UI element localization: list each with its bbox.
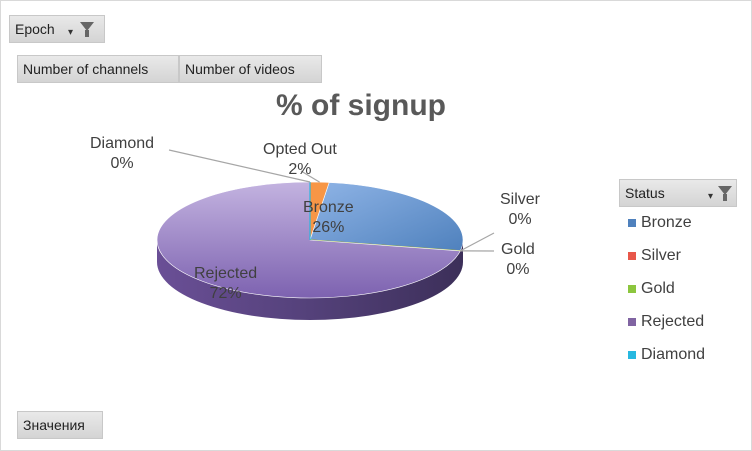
leader-line-silver [460, 232, 495, 252]
chevron-down-icon: ▾ [68, 27, 74, 38]
value-field-channels[interactable]: Number of channels [17, 55, 179, 83]
value-field-label: Number of videos [185, 61, 295, 77]
legend-swatch [628, 252, 636, 260]
values-field-button[interactable]: Значения [17, 411, 103, 439]
slice-label-gold: Gold 0% [501, 241, 535, 278]
slice-label-opted-out: Opted Out 2% [263, 141, 337, 178]
legend: Status ▾ Bronze Silver Gold Rejected Dia… [619, 179, 737, 379]
legend-item-label: Diamond [641, 346, 706, 363]
pie-side-wall [157, 240, 463, 320]
epoch-filter-button[interactable]: Epoch ▾ [9, 15, 105, 43]
chart-title: % of signup [276, 89, 446, 122]
leader-line-diamond [168, 149, 311, 183]
value-field-videos[interactable]: Number of videos [179, 55, 322, 83]
legend-swatch [628, 285, 636, 293]
legend-item-label: Gold [641, 280, 675, 297]
slice-label-rejected: Rejected 72% [194, 265, 258, 302]
legend-item-label: Silver [641, 247, 682, 264]
value-field-label: Number of channels [23, 61, 149, 77]
leader-line-opted-out [300, 170, 320, 183]
filter-icon [80, 22, 94, 31]
filter-icon [718, 186, 732, 195]
legend-swatch [628, 351, 636, 359]
legend-swatch [628, 219, 636, 227]
legend-swatch [628, 318, 636, 326]
filter-icon-stem [85, 30, 89, 37]
pie-slice-bronze [309, 182, 464, 252]
slice-label-diamond: Diamond 0% [90, 135, 155, 172]
chevron-down-icon: ▾ [708, 191, 714, 202]
slice-label-silver: Silver 0% [500, 191, 541, 228]
epoch-filter-label: Epoch [15, 21, 55, 37]
pie-slice-rejected [156, 181, 461, 299]
legend-item-label: Bronze [641, 214, 692, 231]
legend-status-filter[interactable]: Status ▾ [619, 179, 737, 207]
slice-label-bronze: Bronze 26% [303, 199, 354, 236]
filter-icon-stem [723, 194, 727, 201]
legend-item-label: Rejected [641, 313, 705, 330]
legend-header-label: Status [625, 185, 665, 201]
values-field-label: Значения [23, 417, 85, 433]
